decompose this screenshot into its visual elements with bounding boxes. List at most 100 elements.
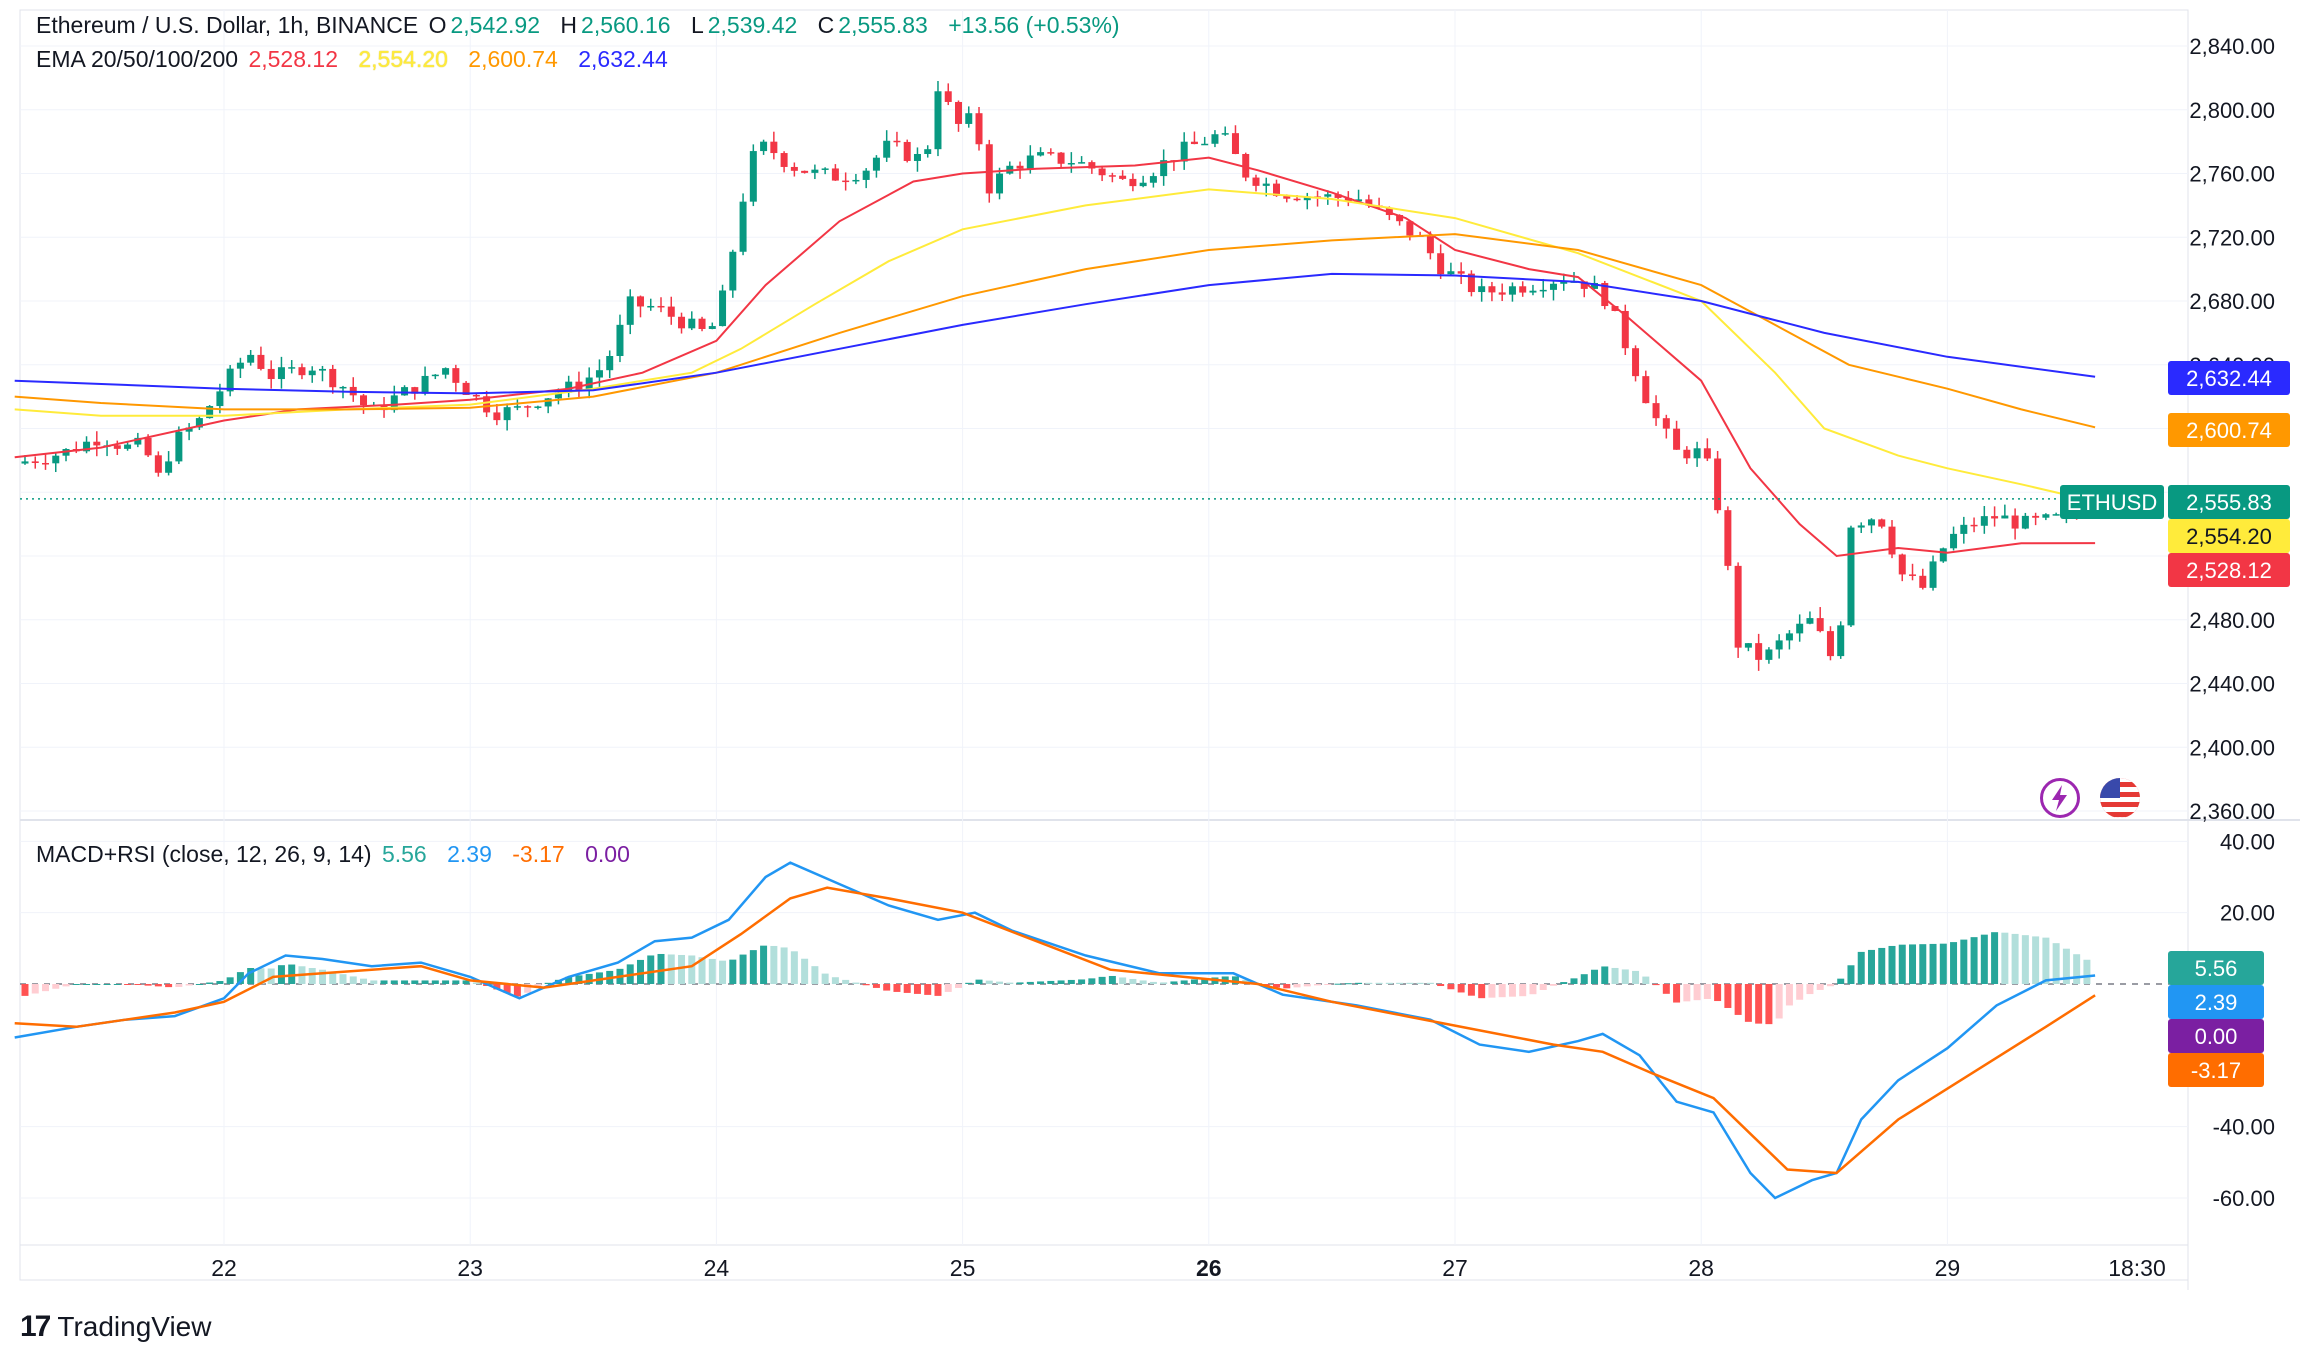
ema-legend[interactable]: EMA 20/50/100/200 2,528.12 2,554.20 2,60… [36, 46, 682, 73]
histogram-bar [2011, 933, 2019, 984]
histogram-bar [472, 982, 480, 984]
histogram-bar [842, 979, 850, 984]
candle-body [729, 251, 737, 291]
histogram-bar [390, 980, 398, 984]
histogram-bar [1796, 984, 1804, 1000]
candle-body [83, 441, 91, 452]
candle-body [1437, 253, 1445, 275]
histogram-bar [370, 980, 378, 984]
histogram-bar [544, 982, 552, 984]
histogram-bar [380, 980, 388, 984]
macd-badge-text: 2.39 [2195, 990, 2238, 1015]
macd-tick-label: -60.00 [2213, 1186, 2275, 1211]
symbol-title: Ethereum / U.S. Dollar, 1h, BINANCE [36, 12, 419, 38]
histogram-bar [1088, 978, 1096, 984]
candle-body [1242, 154, 1250, 178]
time-tick-label: 24 [704, 1255, 730, 1281]
candle-body [401, 387, 409, 396]
histogram-bar [277, 965, 285, 984]
candle-body [780, 153, 788, 167]
histogram-bar [1190, 979, 1198, 984]
macd-legend[interactable]: MACD+RSI (close, 12, 26, 9, 14) 5.56 2.3… [36, 841, 644, 868]
candle-body [298, 367, 306, 376]
histogram-bar [493, 984, 501, 990]
histogram-bar [1426, 982, 1434, 984]
histogram-bar [1334, 983, 1342, 985]
candle-body [801, 170, 809, 173]
histogram-bar [1950, 942, 1958, 984]
histogram-bar [1549, 984, 1557, 986]
plot-frame [19, 9, 2189, 1281]
lightning-icon[interactable] [2040, 778, 2080, 818]
tradingview-logo[interactable]: 17 TradingView [20, 1310, 211, 1344]
candle-body [1806, 618, 1814, 624]
histogram-bar [1231, 976, 1239, 984]
candle-body [1047, 152, 1055, 154]
time-tick-label: 22 [211, 1255, 237, 1281]
candle-body [934, 91, 942, 150]
candle-body [493, 412, 501, 421]
candle-body [206, 406, 214, 419]
ema20-value: 2,528.12 [248, 46, 338, 72]
histogram-bar [1601, 966, 1609, 984]
candle-body [944, 91, 952, 102]
histogram-bar [236, 972, 244, 984]
high-value: 2,560.16 [581, 12, 671, 38]
candle-body [21, 461, 29, 464]
candle-body [390, 395, 398, 411]
candle-body [1775, 640, 1783, 650]
candle-body [975, 113, 983, 145]
candle-body [1611, 306, 1619, 311]
candle-body [1478, 286, 1486, 293]
candle-body [513, 406, 521, 408]
hist-badge-bg [2168, 951, 2264, 985]
histogram-bar [1734, 984, 1742, 1015]
candle-body [2052, 514, 2060, 516]
histogram-bar [267, 968, 275, 984]
candle-body [903, 141, 911, 161]
histogram-bar [1960, 939, 1968, 984]
histogram-bar [1611, 967, 1619, 984]
candle-body [678, 316, 686, 329]
candle-body [1693, 448, 1701, 459]
histogram-bar [1457, 984, 1465, 993]
histogram-bar [452, 980, 460, 984]
candle-body [1714, 458, 1722, 511]
candle-body [185, 427, 193, 432]
ema100-badge: 2,600.74 [2168, 413, 2290, 447]
high-label: H [560, 12, 578, 38]
histogram-bar [1201, 978, 1209, 984]
ema20-badge: 2,528.12 [2168, 553, 2290, 587]
candle-body [1334, 194, 1342, 198]
us-flag-icon[interactable] [2100, 778, 2140, 818]
histogram-bar [195, 984, 203, 985]
histogram-bar [1560, 982, 1568, 984]
candle-body [1119, 175, 1127, 179]
histogram-bar [113, 984, 121, 985]
time-tick-label: 28 [1688, 1255, 1714, 1281]
candle-body [1396, 215, 1404, 222]
histogram-bar [206, 982, 214, 984]
candle-body [2001, 515, 2009, 519]
candle-body [1139, 182, 1147, 187]
macd-lines-layer [14, 861, 2096, 1200]
candle-body [288, 367, 296, 369]
histogram-bar [708, 958, 716, 984]
histogram-bar [903, 984, 911, 993]
candle-body [247, 354, 255, 363]
histogram-bar [1416, 982, 1424, 984]
histogram-bar [678, 954, 686, 984]
histogram-bar [1714, 984, 1722, 1002]
candle-body [503, 407, 511, 421]
histogram-bar [1898, 944, 1906, 984]
candle-body [1283, 195, 1291, 199]
histogram-bar [852, 982, 860, 984]
candle-body [534, 406, 542, 408]
candle-body [985, 144, 993, 194]
candle-body [1991, 516, 1999, 519]
candle-body [1088, 162, 1096, 169]
open-value: 2,542.92 [450, 12, 541, 38]
candle-body [954, 101, 962, 124]
